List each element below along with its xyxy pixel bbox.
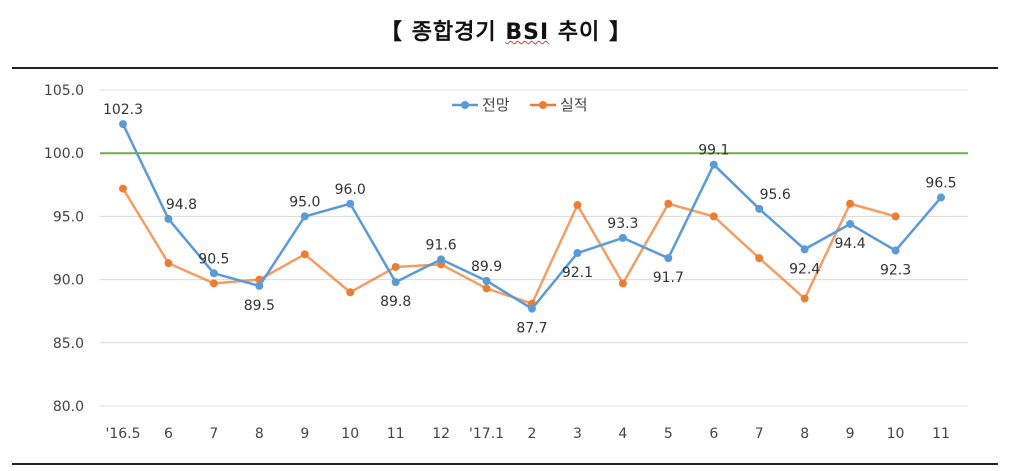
data-label-forecast: 94.8 <box>166 197 197 213</box>
x-tick-label: 5 <box>664 426 673 442</box>
x-tick-label: 6 <box>164 426 173 442</box>
chart-title: 【 종합경기 BSI 추이 】 <box>0 14 1012 46</box>
y-tick-label: 90.0 <box>53 273 84 289</box>
data-point-actual <box>573 201 582 210</box>
data-point-forecast <box>300 212 309 221</box>
data-point-actual <box>482 284 491 293</box>
data-label-forecast: 95.0 <box>289 194 320 210</box>
data-point-actual <box>891 212 900 221</box>
data-label-forecast: 89.5 <box>244 298 275 314</box>
data-point-forecast <box>891 246 900 255</box>
data-point-actual <box>800 294 809 303</box>
data-point-actual <box>618 279 627 288</box>
legend-label-actual: 실적 <box>560 96 588 114</box>
x-tick-label: 8 <box>800 426 809 442</box>
legend-marker-actual <box>539 101 547 109</box>
data-label-forecast: 91.6 <box>426 237 457 253</box>
data-point-forecast <box>209 269 218 278</box>
data-point-forecast <box>391 278 400 287</box>
data-label-forecast: 96.5 <box>925 175 956 191</box>
y-tick-label: 85.0 <box>53 336 84 352</box>
data-point-actual <box>209 279 218 288</box>
title-suffix: 추이 <box>557 20 601 45</box>
data-point-forecast <box>528 304 536 313</box>
x-tick-label: 9 <box>846 426 855 442</box>
data-point-actual <box>846 199 855 208</box>
data-point-forecast <box>119 120 127 129</box>
x-tick-label: 10 <box>341 426 359 442</box>
x-tick-label: 10 <box>887 426 905 442</box>
data-point-forecast <box>573 249 582 258</box>
x-tick-label: 9 <box>300 426 309 442</box>
x-tick-label: 6 <box>709 426 718 442</box>
legend-label-forecast: 전망 <box>482 96 510 114</box>
data-point-forecast <box>618 233 627 242</box>
data-point-forecast <box>846 219 855 228</box>
x-tick-label: 7 <box>755 426 764 442</box>
data-point-actual <box>300 250 309 259</box>
data-label-forecast: 92.3 <box>880 263 911 279</box>
title-prefix: 종합경기 <box>411 20 497 45</box>
data-label-forecast: 102.3 <box>103 102 143 118</box>
x-tick-label: 3 <box>573 426 582 442</box>
data-point-forecast <box>937 193 945 202</box>
x-tick-label: 4 <box>618 426 627 442</box>
x-tick-label: 12 <box>432 426 450 442</box>
data-point-actual <box>755 254 764 263</box>
data-point-forecast <box>346 199 355 208</box>
y-tick-label: 80.0 <box>53 399 84 415</box>
y-tick-label: 105.0 <box>44 83 84 99</box>
x-tick-label: 11 <box>387 426 405 442</box>
title-bsi: BSI <box>505 20 550 45</box>
data-point-forecast <box>164 214 173 223</box>
y-tick-label: 100.0 <box>44 146 84 162</box>
data-point-forecast <box>437 255 446 264</box>
data-point-forecast <box>664 254 673 263</box>
series-line-actual <box>121 187 896 305</box>
data-point-actual <box>346 288 355 297</box>
x-tick-label: '17.1 <box>469 426 504 442</box>
data-point-actual <box>391 262 400 271</box>
data-point-forecast <box>800 245 809 254</box>
data-label-forecast: 92.4 <box>789 261 820 277</box>
data-label-forecast: 94.4 <box>835 236 866 252</box>
title-bracket-left: 【 <box>380 20 404 45</box>
x-tick-label: 2 <box>528 426 537 442</box>
data-point-actual <box>709 212 718 221</box>
bottom-rule <box>12 463 998 465</box>
data-label-forecast: 93.3 <box>607 216 638 232</box>
data-label-forecast: 99.1 <box>698 143 729 159</box>
data-point-actual <box>664 199 673 208</box>
title-bracket-right: 】 <box>608 20 632 45</box>
legend-marker-forecast <box>461 101 469 109</box>
data-label-forecast: 91.7 <box>653 270 684 286</box>
y-tick-label: 95.0 <box>53 209 84 225</box>
top-rule <box>12 67 998 69</box>
data-label-forecast: 96.0 <box>335 182 366 198</box>
data-label-forecast: 89.9 <box>471 259 502 275</box>
data-label-forecast: 90.5 <box>198 251 229 267</box>
data-point-actual <box>119 184 127 193</box>
data-point-forecast <box>255 281 264 290</box>
data-label-forecast: 95.6 <box>760 187 791 203</box>
x-tick-label: 8 <box>255 426 264 442</box>
data-point-forecast <box>709 160 718 169</box>
data-label-forecast: 92.1 <box>562 265 593 281</box>
data-label-forecast: 89.8 <box>380 294 411 310</box>
data-label-forecast: 87.7 <box>516 321 547 337</box>
x-tick-label: 11 <box>932 426 950 442</box>
data-point-forecast <box>482 276 491 285</box>
x-tick-label: 7 <box>209 426 218 442</box>
data-point-forecast <box>755 204 764 213</box>
data-point-actual <box>164 259 173 268</box>
x-tick-label: '16.5 <box>105 426 140 442</box>
